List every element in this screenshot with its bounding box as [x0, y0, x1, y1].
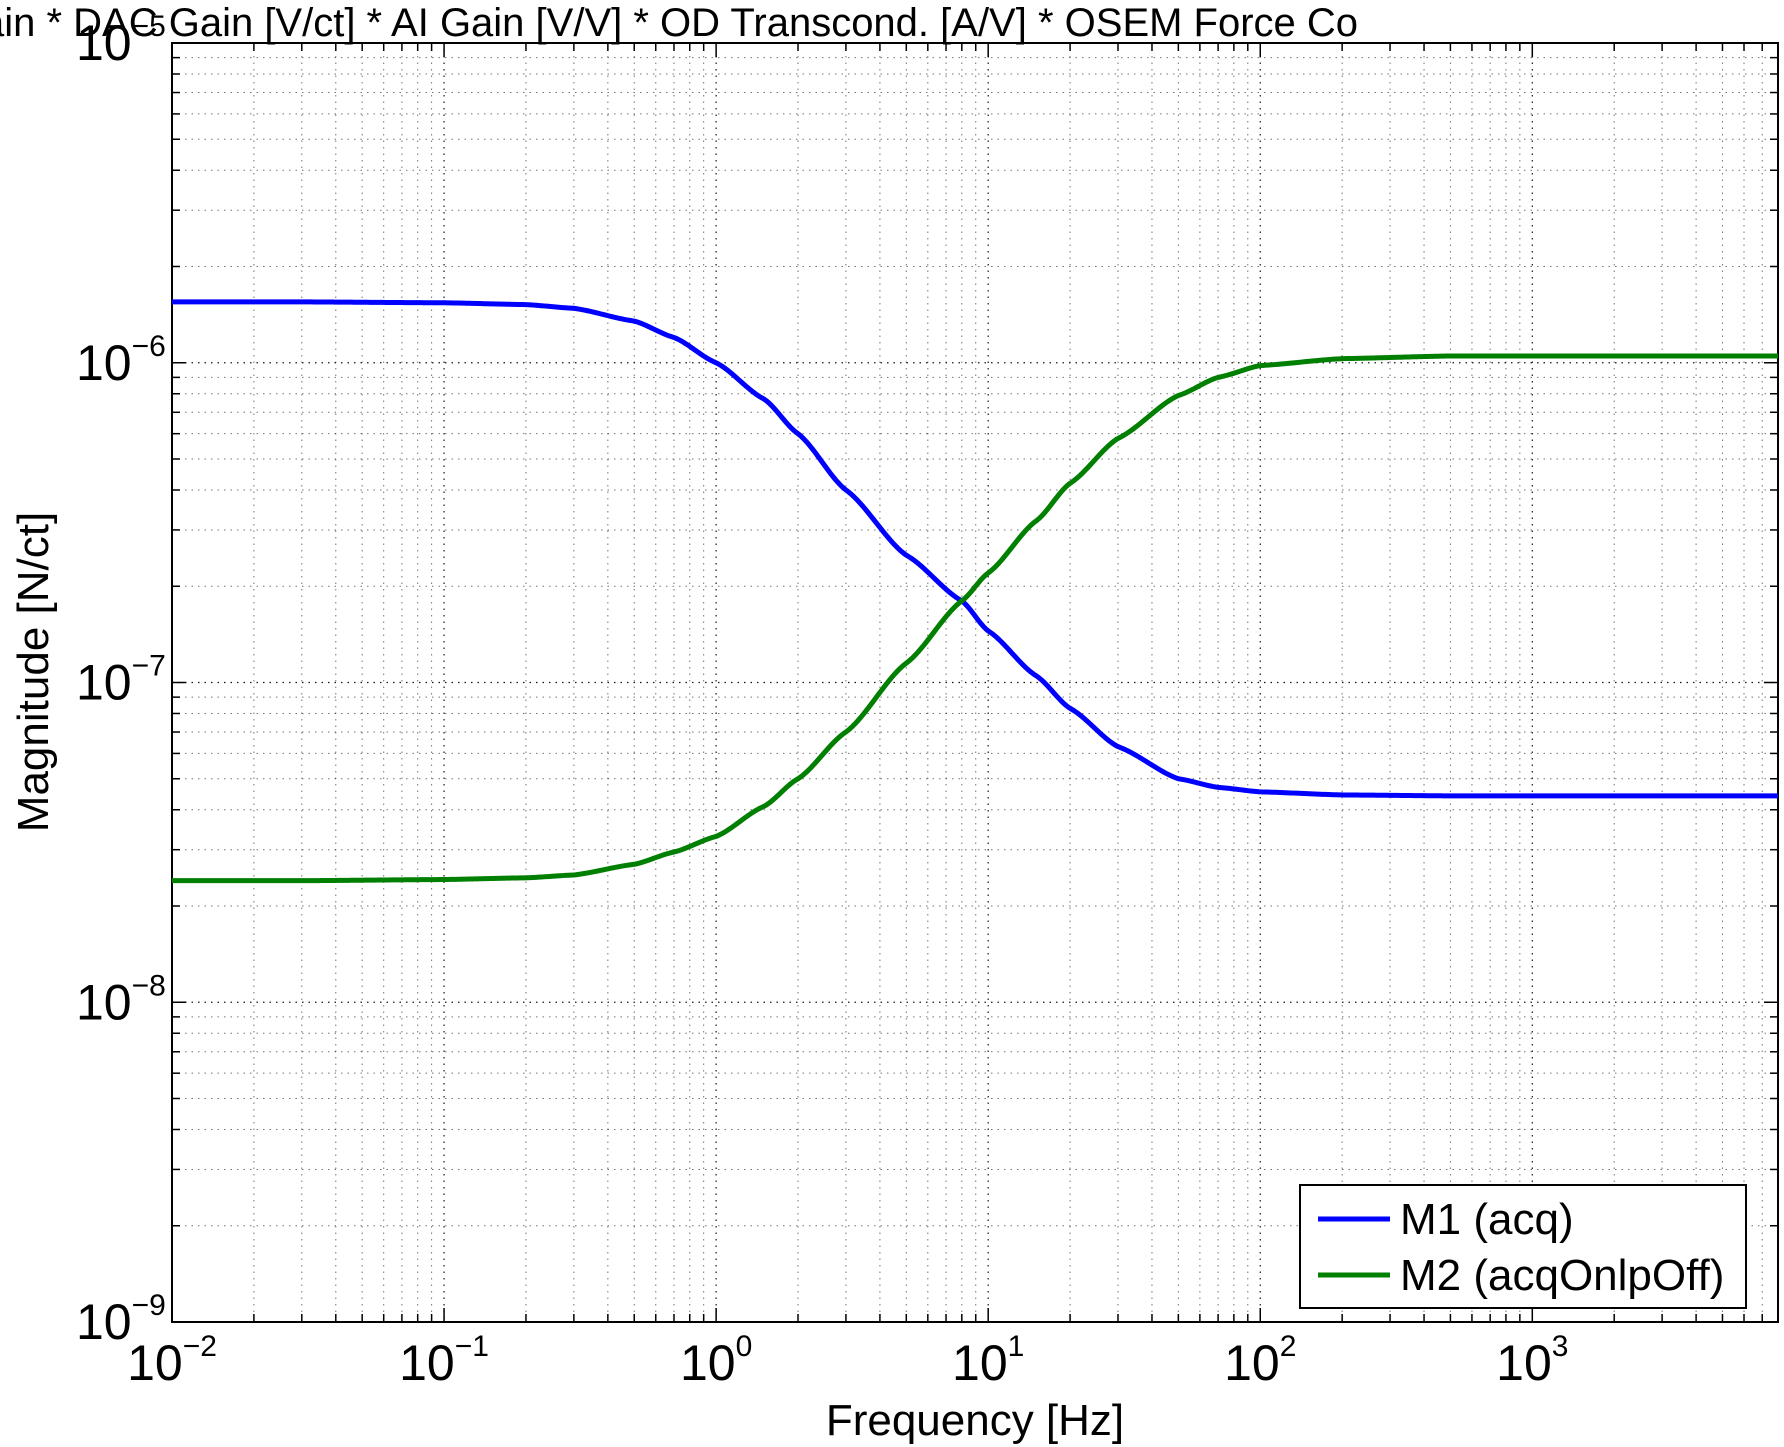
x-axis-label: Frequency [Hz]: [826, 1396, 1124, 1445]
y-tick-label-exponent: −6: [132, 330, 166, 363]
legend-label: M1 (acq): [1400, 1195, 1574, 1244]
y-tick-labels: 10−910−810−710−610−5: [76, 10, 166, 1350]
y-tick-label-base: 10: [76, 974, 132, 1030]
x-tick-label: 103: [1496, 1330, 1568, 1391]
x-tick-label-exponent: 2: [1280, 1330, 1297, 1363]
x-tick-label-base: 10: [127, 1335, 183, 1391]
x-tick-label-base: 10: [952, 1335, 1008, 1391]
legend: M1 (acq) M2 (acqOnlpOff): [1299, 1184, 1747, 1309]
x-tick-label-base: 10: [1224, 1335, 1280, 1391]
x-tick-label: 101: [952, 1330, 1024, 1391]
series-line-1: [172, 299, 1778, 799]
y-axis-label: Magnitude [N/ct]: [9, 512, 58, 832]
y-tick-label-exponent: −8: [132, 969, 166, 1002]
y-tick-label-base: 10: [76, 655, 132, 711]
axis-ticks: [171, 42, 1779, 1323]
x-tick-label-exponent: 0: [736, 1330, 753, 1363]
x-tick-label-base: 10: [399, 1335, 455, 1391]
x-tick-label: 102: [1224, 1330, 1296, 1391]
y-tick-label-exponent: −7: [132, 650, 166, 683]
y-tick-label-base: 10: [76, 335, 132, 391]
y-tick-label: 10−8: [76, 969, 166, 1030]
x-tick-label-exponent: −1: [455, 1330, 489, 1363]
y-tick-label-base: 10: [76, 1294, 132, 1350]
chart-title: DC Gain * DAC Gain [V/ct] * AI Gain [V/V…: [0, 1, 1358, 45]
minor-grid: [172, 43, 1779, 1322]
y-tick-label: 10−5: [76, 10, 166, 71]
x-tick-labels: 10−2 10−1 100 101 102 103: [127, 1330, 1568, 1391]
y-tick-label-exponent: −9: [132, 1289, 166, 1322]
x-tick-label-exponent: −2: [183, 1330, 217, 1363]
x-tick-label-exponent: 1: [1008, 1330, 1025, 1363]
x-tick-label-base: 10: [1496, 1335, 1552, 1391]
legend-box: [1299, 1184, 1747, 1309]
series-line-2: [172, 353, 1778, 884]
y-tick-label: 10−6: [76, 330, 166, 391]
x-tick-label: 100: [680, 1330, 752, 1391]
x-tick-label: 10−2: [127, 1330, 217, 1391]
x-tick-label: 10−1: [399, 1330, 489, 1391]
y-tick-label: 10−7: [76, 650, 166, 711]
y-tick-label: 10−9: [76, 1289, 166, 1350]
x-tick-label-exponent: 3: [1552, 1330, 1569, 1363]
major-grid: [171, 42, 1778, 1323]
y-tick-label-base: 10: [76, 15, 132, 71]
x-tick-label-base: 10: [680, 1335, 736, 1391]
legend-label: M2 (acqOnlpOff): [1400, 1251, 1724, 1300]
series-layer: [172, 299, 1778, 884]
y-tick-label-exponent: −5: [132, 10, 166, 43]
